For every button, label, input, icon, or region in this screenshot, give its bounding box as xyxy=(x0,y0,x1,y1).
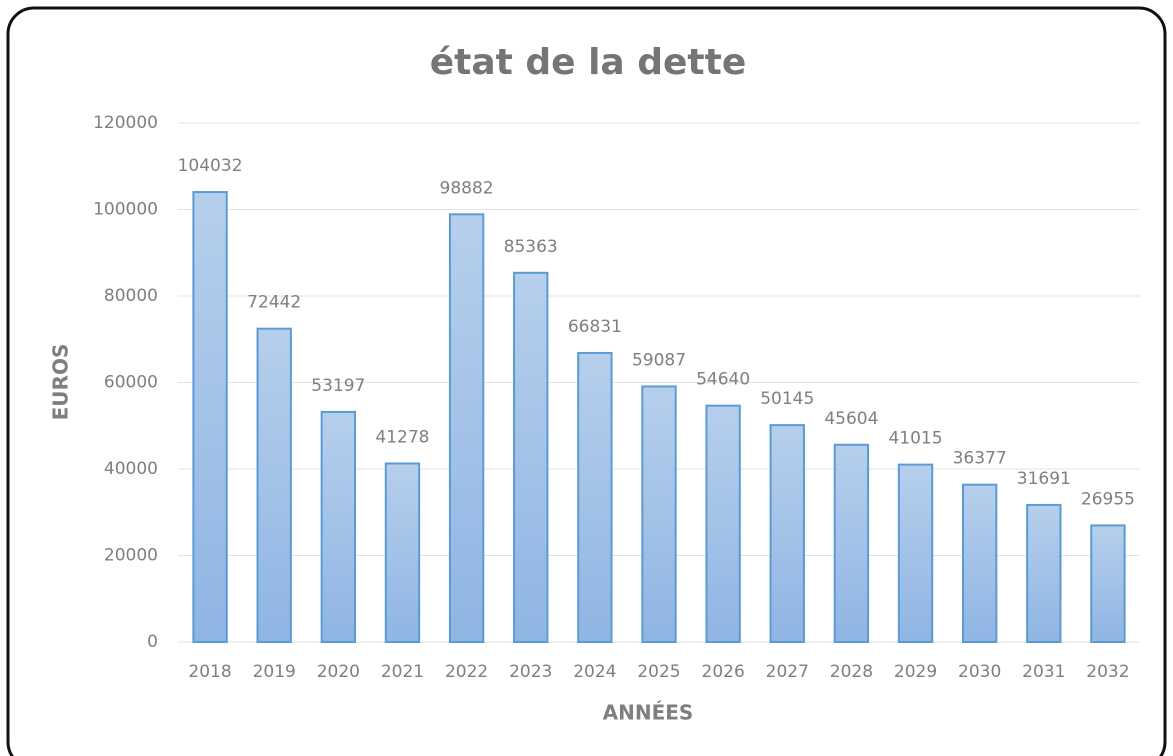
x-tick-label: 2025 xyxy=(637,662,680,682)
bar xyxy=(320,410,357,643)
x-tick-label: 2024 xyxy=(573,662,616,682)
x-tick-label: 2022 xyxy=(445,662,488,682)
x-tick-label: 2030 xyxy=(958,662,1001,682)
data-label: 72442 xyxy=(247,293,301,313)
x-tick-label: 2020 xyxy=(317,662,360,682)
x-tick-label: 2018 xyxy=(188,662,231,682)
y-tick-label: 20000 xyxy=(104,546,158,566)
bar xyxy=(1026,503,1062,643)
data-label: 50145 xyxy=(760,389,814,409)
data-label: 26955 xyxy=(1081,489,1135,509)
bar xyxy=(448,213,485,643)
y-tick-label: 100000 xyxy=(93,200,158,220)
data-label: 36377 xyxy=(953,449,1007,469)
data-label: 85363 xyxy=(504,237,558,257)
data-label: 31691 xyxy=(1017,469,1071,489)
data-label: 45604 xyxy=(824,409,878,429)
x-tick-label: 2027 xyxy=(766,662,809,682)
bar xyxy=(641,385,677,643)
bar xyxy=(384,462,421,643)
bar xyxy=(577,351,613,643)
data-label: 66831 xyxy=(568,317,622,337)
x-tick-label: 2031 xyxy=(1022,662,1065,682)
bar xyxy=(897,463,934,644)
x-tick-label: 2029 xyxy=(894,662,937,682)
y-tick-label: 80000 xyxy=(104,286,158,306)
y-tick-label: 40000 xyxy=(104,459,158,479)
bar xyxy=(833,443,870,643)
chart-title: état de la dette xyxy=(430,42,747,83)
bar xyxy=(192,191,228,643)
x-axis-label: ANNÉES xyxy=(603,701,694,725)
x-tick-label: 2023 xyxy=(509,662,552,682)
data-label: 104032 xyxy=(178,156,243,176)
bar xyxy=(705,404,741,643)
y-tick-label: 120000 xyxy=(93,113,158,133)
bar xyxy=(256,327,292,643)
x-tick-label: 2032 xyxy=(1086,662,1129,682)
data-label: 53197 xyxy=(311,376,365,396)
y-tick-label: 0 xyxy=(147,632,158,652)
y-tick-label: 60000 xyxy=(104,373,158,393)
x-tick-label: 2021 xyxy=(381,662,424,682)
bar xyxy=(513,271,549,643)
data-label: 98882 xyxy=(440,178,494,198)
data-label: 54640 xyxy=(696,370,750,390)
bar xyxy=(961,483,998,643)
bar xyxy=(1090,524,1126,643)
x-tick-label: 2028 xyxy=(830,662,873,682)
data-label: 41278 xyxy=(375,427,429,447)
y-axis-label: EUROS xyxy=(49,344,73,421)
bar xyxy=(769,424,805,643)
x-tick-label: 2019 xyxy=(253,662,296,682)
x-tick-label: 2026 xyxy=(702,662,745,682)
data-label: 41015 xyxy=(888,429,942,449)
data-label: 59087 xyxy=(632,350,686,370)
